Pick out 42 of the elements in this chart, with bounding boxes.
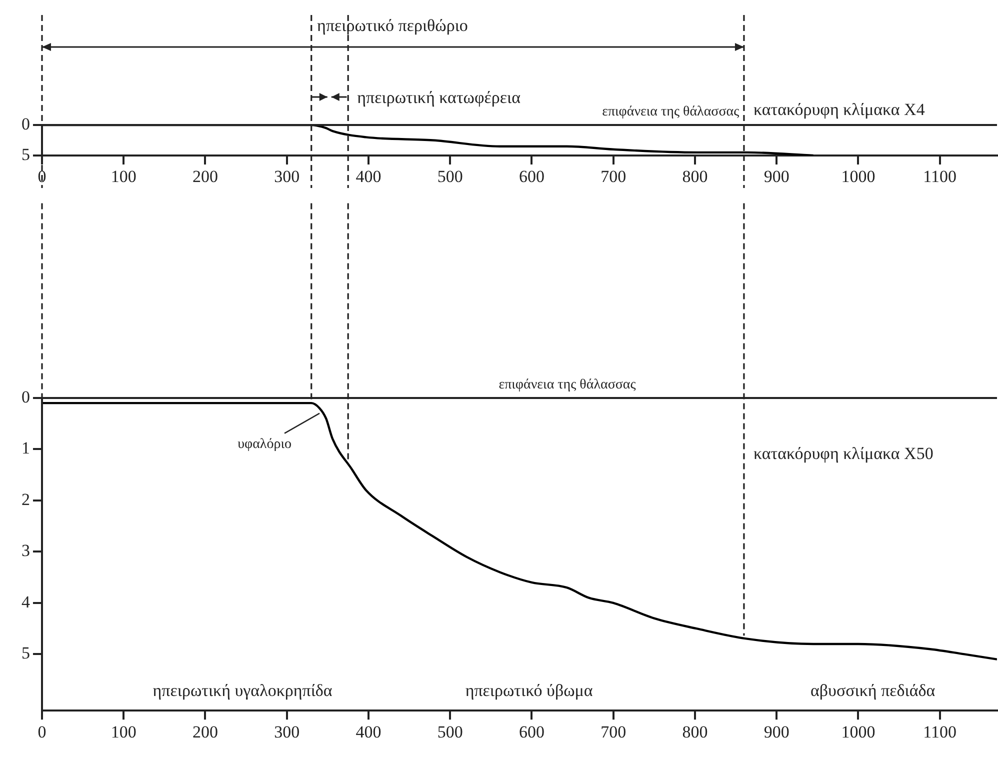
y-tick-label: 3	[22, 541, 30, 560]
y-tick-label: 2	[22, 490, 30, 509]
x-tick-label: 800	[682, 167, 708, 186]
x-tick-label: 700	[600, 167, 626, 186]
x-tick-label: 300	[274, 167, 300, 186]
text: ηπειρωτική κατωφέρεια	[357, 88, 521, 107]
x-tick-label: 200	[192, 167, 218, 186]
x-tick-label: 400	[356, 167, 382, 186]
x-tick-label: 1100	[923, 167, 957, 186]
ref-line-label: επιφάνεια της θάλασσας	[602, 104, 740, 120]
x-tick-label: 600	[518, 722, 544, 742]
ref-line-label: επιφάνεια της θάλασσας	[498, 378, 636, 393]
x-tick-label: 600	[518, 167, 544, 186]
x-tick-label: 1000	[841, 722, 876, 742]
x-tick-label: 700	[600, 722, 626, 742]
x-tick-label: 500	[437, 722, 463, 742]
x-tick-label: 800	[682, 722, 708, 742]
text: ηπειρωτικό περιθώριο	[317, 16, 468, 35]
y-tick-label: 1	[22, 438, 30, 458]
annotation: ηπειρωτικό ύβωμα	[465, 681, 593, 700]
y-tick-label: 0	[22, 387, 30, 406]
y-tick-label: 5	[22, 144, 30, 164]
x-tick-label: 0	[38, 722, 46, 742]
x-tick-label: 100	[110, 722, 136, 742]
x-tick-label: 1000	[841, 167, 876, 186]
x-tick-label: 300	[274, 722, 300, 742]
y-tick-label: 0	[22, 114, 30, 134]
x-tick-label: 200	[192, 722, 218, 742]
x-tick-label: 0	[38, 167, 46, 186]
annotation: υφαλόριο	[238, 437, 292, 452]
y-tick-label: 5	[22, 644, 30, 663]
text: κατακόρυφη κλίμακα X4	[753, 100, 926, 119]
annotation: ηπειρωτική υγαλοκρηπίδα	[152, 681, 332, 700]
x-tick-label: 100	[110, 167, 136, 186]
annotation: κατακόρυφη κλίμακα X50	[753, 444, 934, 464]
x-tick-label: 400	[356, 722, 382, 742]
x-tick-label: 900	[764, 722, 790, 742]
x-tick-label: 500	[437, 167, 463, 186]
x-tick-label: 900	[764, 167, 790, 186]
annotation: αβυσσική πεδιάδα	[810, 681, 936, 700]
x-tick-label: 1100	[923, 722, 957, 742]
y-tick-label: 4	[22, 592, 30, 612]
